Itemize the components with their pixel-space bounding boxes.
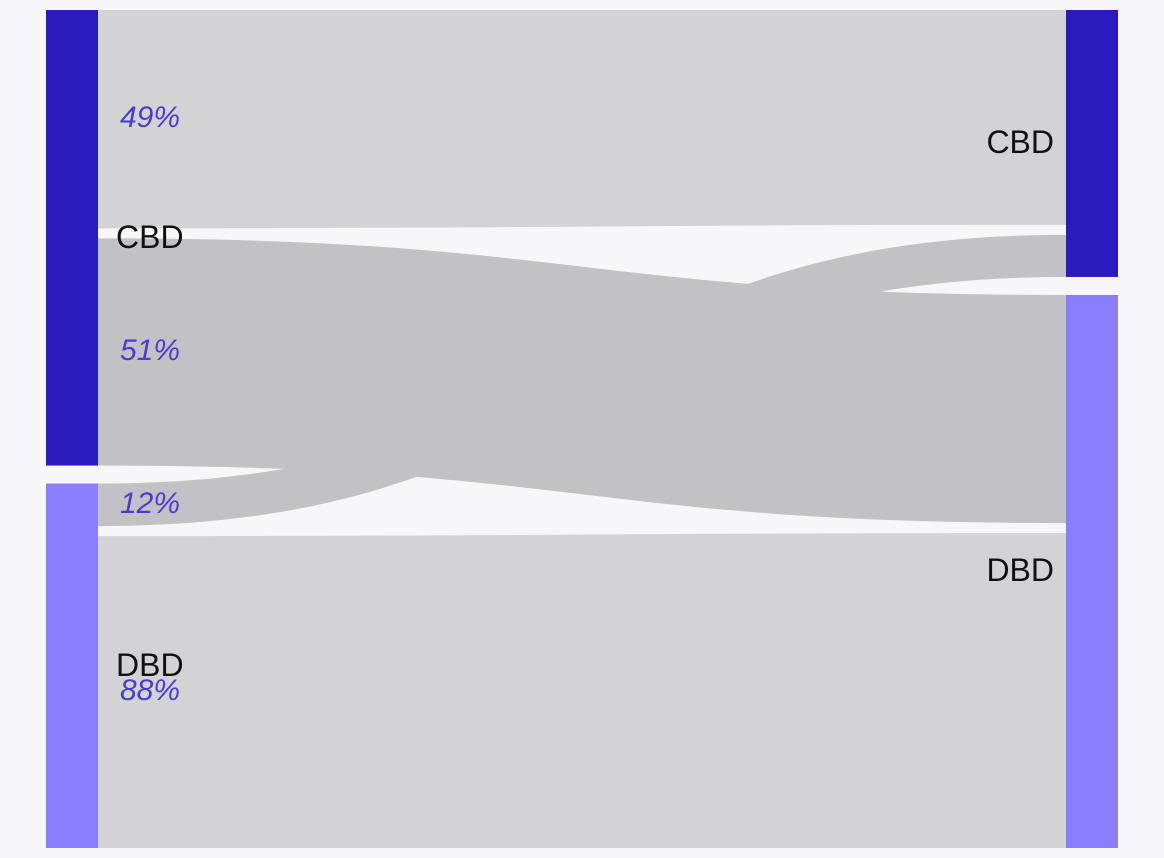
pct-label-CBD_L-CBD_R: 49% <box>120 101 180 135</box>
node-label-left-CBD_L: CBD <box>116 219 184 256</box>
sankey-node-DBD_L <box>46 484 98 848</box>
pct-label-DBD_L-DBD_R: 88% <box>120 674 180 708</box>
sankey-canvas: CBDDBDCBDDBD49%51%12%88% <box>0 0 1164 858</box>
sankey-node-DBD_R <box>1066 295 1118 848</box>
node-label-right-DBD_R: DBD <box>986 552 1054 589</box>
sankey-node-CBD_L <box>46 10 98 466</box>
sankey-link-CBD_L-CBD_R <box>98 10 1066 228</box>
sankey-link-DBD_L-DBD_R <box>98 533 1066 848</box>
pct-label-CBD_L-DBD_R: 51% <box>120 334 180 368</box>
node-label-right-CBD_R: CBD <box>986 124 1054 161</box>
sankey-node-CBD_R <box>1066 10 1118 277</box>
pct-label-DBD_L-CBD_R: 12% <box>120 487 180 521</box>
